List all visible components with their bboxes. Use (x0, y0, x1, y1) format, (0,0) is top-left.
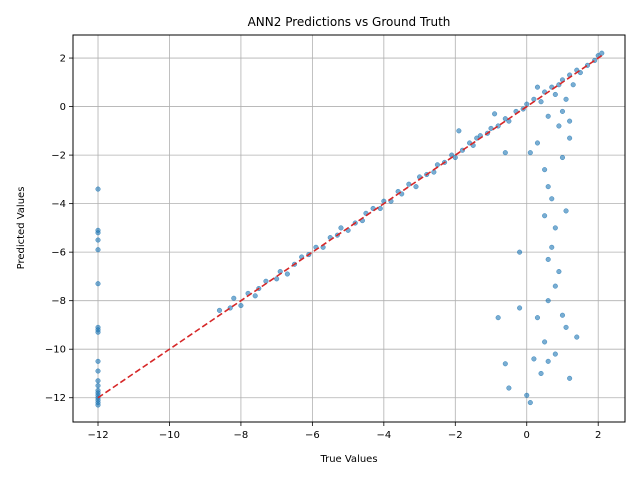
data-point (552, 225, 558, 231)
data-point (95, 402, 101, 408)
x-tick-label: 0 (524, 430, 530, 441)
y-tick-label: −10 (45, 345, 66, 356)
data-point (559, 108, 566, 114)
data-point (95, 186, 101, 192)
data-point (549, 196, 555, 202)
x-tick-label: −12 (87, 430, 108, 441)
data-point (545, 358, 551, 364)
data-point (517, 305, 523, 311)
data-point (567, 375, 573, 381)
reference-line-path (97, 54, 603, 399)
data-point (563, 324, 569, 330)
data-point (488, 125, 494, 131)
data-point (216, 307, 223, 313)
y-tick-label: −4 (51, 199, 66, 210)
x-tick-label: −2 (448, 430, 463, 441)
data-point (556, 269, 562, 275)
x-tick-label: −4 (376, 430, 391, 441)
y-tick-label: −8 (51, 296, 66, 307)
data-point (502, 361, 508, 367)
data-point (559, 312, 566, 318)
data-point (538, 99, 544, 105)
plot-frame (72, 34, 626, 423)
x-tick-label: −10 (159, 430, 180, 441)
data-point (531, 356, 537, 362)
data-point (252, 293, 258, 299)
data-point (545, 113, 551, 119)
y-tick-label: −12 (45, 393, 66, 404)
data-point (231, 295, 237, 301)
data-point (95, 247, 101, 253)
data-point (552, 283, 558, 289)
data-point (542, 339, 548, 345)
data-point (567, 135, 573, 141)
x-axis-ticks: −12 −10 −8 −6 −4 −2 0 2 (87, 422, 601, 441)
data-point (534, 140, 541, 146)
y-tick-label: 2 (60, 54, 66, 65)
y-axis-ticks: −12 −10 −8 −6 −4 −2 0 2 (45, 54, 73, 404)
x-tick-label: −6 (305, 430, 320, 441)
data-point (377, 205, 383, 212)
data-point (406, 181, 412, 187)
y-tick-label: −6 (51, 248, 66, 259)
data-point (95, 378, 101, 384)
data-point (527, 150, 533, 156)
data-point (563, 208, 569, 214)
data-point (534, 84, 541, 90)
data-point (95, 329, 101, 335)
data-point (599, 50, 605, 56)
x-tick-label: −8 (234, 430, 249, 441)
data-point (542, 213, 548, 219)
data-point (95, 383, 101, 389)
data-point (542, 167, 548, 173)
data-point (567, 118, 573, 124)
data-point (492, 111, 498, 117)
data-point (284, 271, 290, 277)
data-point (413, 184, 419, 190)
x-axis-label: True Values (319, 454, 377, 465)
y-tick-label: 0 (60, 102, 66, 113)
reference-line (97, 54, 603, 399)
data-point (552, 351, 558, 357)
data-point (452, 154, 458, 161)
data-point (527, 400, 533, 406)
data-point (95, 237, 101, 243)
data-point (549, 244, 555, 250)
data-point (495, 315, 501, 321)
data-point (502, 150, 508, 156)
data-point (545, 184, 551, 190)
data-point (574, 334, 580, 340)
data-point (238, 302, 244, 309)
y-tick-label: −2 (51, 151, 66, 162)
data-point (274, 276, 280, 282)
data-point (545, 256, 551, 262)
data-point (95, 358, 101, 364)
data-point (570, 82, 576, 88)
y-axis-label: Predicted Values (16, 187, 27, 270)
data-point (563, 96, 569, 102)
chart-title: ANN2 Predictions vs Ground Truth (248, 15, 451, 29)
data-point (506, 385, 512, 391)
grid (73, 35, 625, 422)
data-point (456, 128, 462, 134)
data-point (95, 230, 101, 236)
data-point (517, 249, 523, 255)
data-point (556, 123, 562, 129)
data-point (538, 370, 544, 377)
data-point (95, 281, 101, 287)
data-point (338, 225, 344, 231)
data-point (95, 368, 101, 374)
data-point (559, 154, 566, 161)
data-point (552, 91, 558, 97)
data-point (524, 392, 530, 398)
x-tick-label: 2 (595, 430, 601, 441)
data-point (545, 298, 551, 304)
data-point (534, 315, 541, 321)
